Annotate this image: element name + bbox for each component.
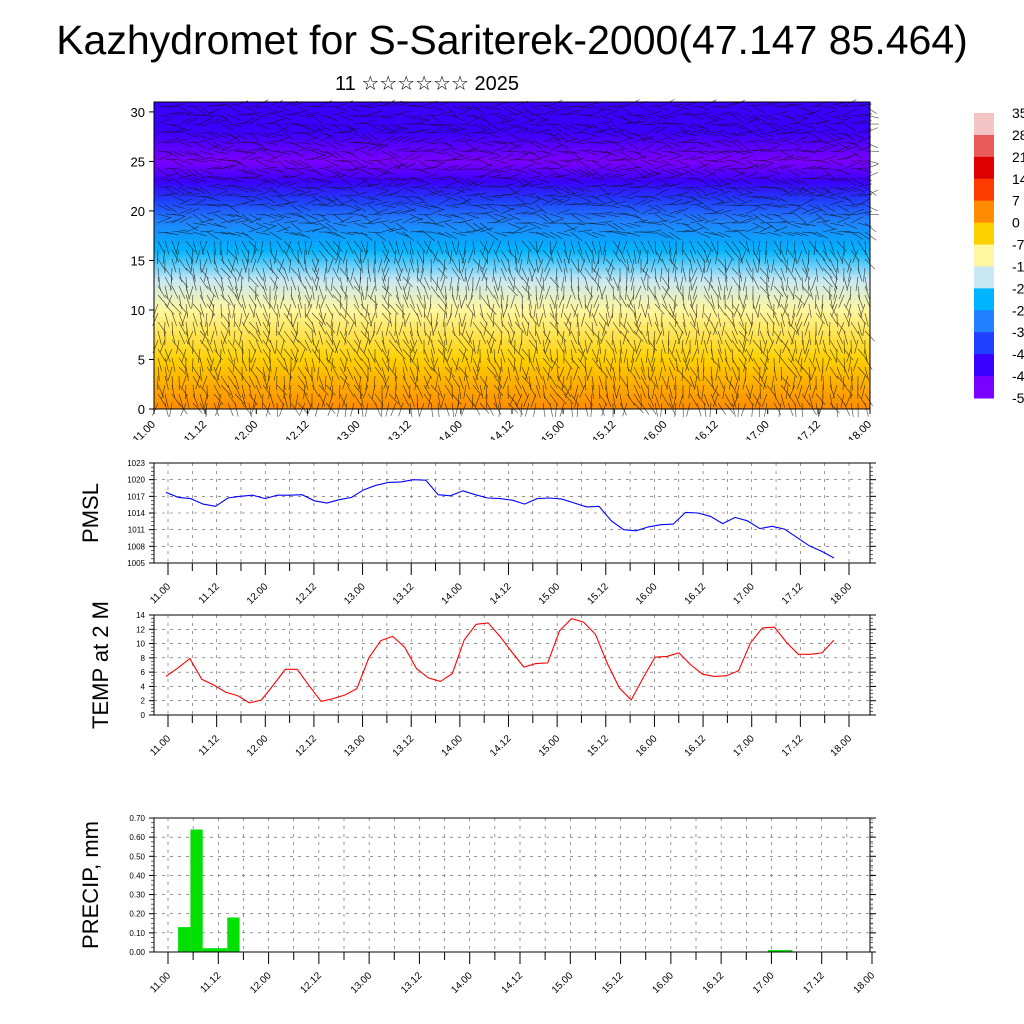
- x-tick-label: 17.12: [801, 970, 827, 996]
- section-subtitle: 11 ☆☆☆☆☆☆ 2025: [335, 73, 519, 95]
- colorbar-label: -28: [1012, 302, 1024, 318]
- y-tick-label: 1023: [127, 459, 145, 468]
- series-line: [165, 479, 835, 559]
- y-axis-label: PRECIP, mm: [78, 821, 103, 949]
- colorbar-label: 28: [1012, 127, 1024, 143]
- y-tick-label: 0.10: [129, 929, 145, 938]
- series-line: [165, 617, 835, 704]
- precip-bar: [190, 829, 203, 952]
- x-tick-label: 15.12: [600, 970, 626, 996]
- y-tick-label: 1020: [127, 476, 145, 485]
- panel-frame: [153, 817, 871, 953]
- x-tick-label: 14.12: [500, 970, 526, 996]
- precip-bar: [215, 948, 228, 952]
- y-tick-label: 10: [136, 640, 145, 649]
- y-tick-label: 0.50: [129, 852, 145, 861]
- colorbar-swatch: [974, 288, 994, 311]
- y-tick-label: 0.70: [129, 814, 145, 823]
- y-tick-label: 6: [141, 668, 146, 677]
- y-tick-label: 20: [131, 204, 145, 219]
- y-tick-label: 8: [141, 654, 146, 663]
- y-tick-label: 4: [141, 682, 146, 691]
- colorbar-label: 7: [1012, 193, 1020, 209]
- colorbar-label: -49: [1012, 368, 1024, 384]
- colorbar-swatch: [974, 376, 994, 399]
- precip-bar: [780, 950, 793, 952]
- colorbar-label: -7: [1012, 237, 1024, 253]
- grid: [154, 817, 873, 953]
- x-tick-label: 18.00: [852, 970, 878, 996]
- x-tick-label: 12.12: [299, 970, 325, 996]
- y-tick-label: 10: [131, 303, 145, 318]
- colorbar-label: 35: [1012, 105, 1024, 121]
- y-tick-label: 0.40: [129, 871, 145, 880]
- y-tick-label: 0: [138, 402, 145, 417]
- x-tick-label: 16.00: [651, 970, 677, 996]
- y-axis-label: TEMP at 2 M: [88, 601, 113, 729]
- grid: [154, 614, 870, 716]
- y-tick-label: 0.00: [129, 948, 145, 957]
- temperature-colorbar: 35 28 21 14 7 0 -7 -14 -21 -28 -35 -42 -49 -56: [974, 105, 1024, 406]
- y-tick-label: 1014: [127, 509, 145, 518]
- y-tick-label: 25: [131, 154, 145, 169]
- x-tick-label: 11.12: [198, 970, 223, 995]
- colorbar-swatch: [974, 310, 994, 333]
- colorbar-swatch: [974, 332, 994, 355]
- colorbar-swatch: [974, 134, 994, 158]
- x-tick-label: 11.00: [148, 970, 173, 995]
- colorbar-swatch: [974, 222, 994, 246]
- grid: [154, 462, 870, 564]
- precip-bar: [178, 927, 191, 952]
- y-tick-label: 1017: [127, 492, 145, 501]
- minor-ticks: [151, 614, 873, 716]
- y-axis-label: PMSL: [78, 483, 103, 543]
- colorbar-swatch: [974, 266, 994, 289]
- y-tick-label: 30: [131, 105, 145, 120]
- main-title: Kazhydromet for S-Sariterek-2000(47.147 …: [56, 17, 968, 63]
- colorbar-swatch: [974, 354, 994, 377]
- y-tick-label: 14: [136, 611, 145, 620]
- colorbar-label: 21: [1012, 149, 1024, 165]
- precip-bar: [227, 917, 240, 952]
- colorbar-label: 14: [1012, 171, 1024, 187]
- y-tick-label: 15: [131, 253, 145, 268]
- y-tick-label: 5: [138, 352, 145, 367]
- colorbar-swatch: [974, 200, 994, 224]
- colorbar-swatch: [974, 156, 994, 180]
- x-tick-label: 13.00: [349, 970, 375, 996]
- y-tick-label: 0.20: [129, 910, 145, 919]
- colorbar-label: -35: [1012, 324, 1024, 340]
- colorbar-swatch: [974, 178, 994, 202]
- x-tick-label: 16.12: [701, 970, 727, 996]
- y-tick-label: 1005: [127, 559, 145, 568]
- y-tick-label: 2: [141, 697, 146, 706]
- y-tick-label: 1011: [128, 526, 146, 535]
- colorbar-label: -14: [1012, 258, 1024, 274]
- colorbar-swatch: [974, 244, 994, 267]
- y-tick-label: 1008: [127, 542, 145, 551]
- colorbar-label: -21: [1012, 280, 1024, 296]
- x-tick-label: 12.00: [248, 970, 274, 996]
- x-tick-label: 17.00: [751, 970, 777, 996]
- wind-barbs: [152, 99, 880, 418]
- x-tick-label: 13.12: [399, 970, 425, 996]
- y-tick-label: 0: [141, 711, 146, 720]
- x-tick-label: 15.00: [550, 970, 576, 996]
- y-tick-label: 0.30: [129, 891, 145, 900]
- x-tick-label: 14.00: [449, 970, 475, 996]
- colorbar-label: -56: [1012, 390, 1024, 406]
- colorbar-swatch: [974, 113, 994, 136]
- precip-bar: [202, 948, 215, 952]
- precip-bar: [767, 950, 781, 952]
- y-tick-label: 12: [136, 625, 145, 634]
- minor-ticks: [151, 817, 873, 953]
- minor-ticks: [151, 462, 873, 564]
- colorbar-label: -42: [1012, 346, 1024, 362]
- colorbar-label: 0: [1012, 215, 1020, 231]
- y-tick-label: 0.60: [129, 833, 145, 842]
